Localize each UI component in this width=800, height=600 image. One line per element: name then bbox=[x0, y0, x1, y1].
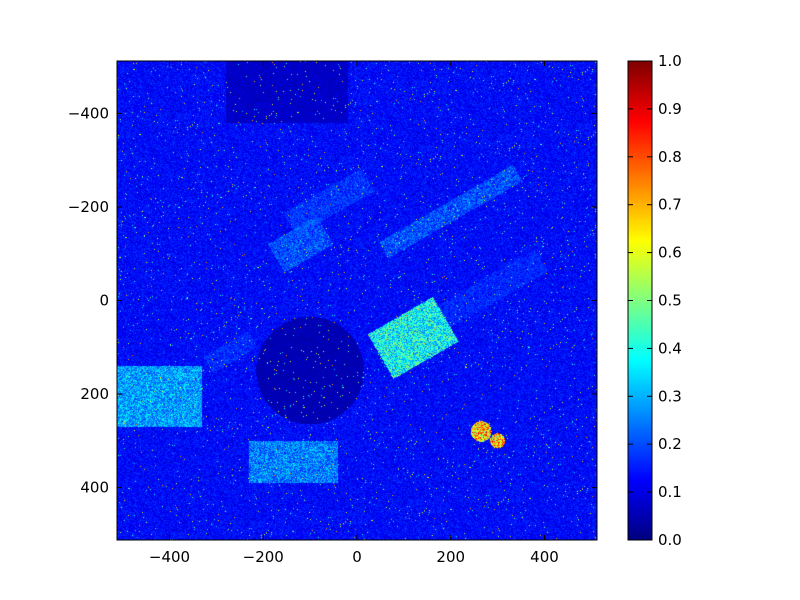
y-tick-label: 400 bbox=[80, 479, 109, 497]
colorbar-tick-label: 0.0 bbox=[658, 531, 682, 549]
colorbar-tick-label: 0.3 bbox=[658, 387, 682, 405]
colorbar-tick-label: 0.6 bbox=[658, 244, 682, 262]
plot-frame bbox=[116, 60, 598, 541]
y-axis: −400 −200 0 200 400 bbox=[68, 104, 597, 497]
colorbar-tick-label: 0.5 bbox=[658, 292, 682, 310]
colorbar-tick-label: 0.4 bbox=[658, 339, 682, 357]
x-tick-label: −400 bbox=[149, 548, 190, 566]
x-tick-label: 200 bbox=[436, 548, 465, 566]
colorbar-tick-label: 0.8 bbox=[658, 148, 682, 166]
x-tick-label: 400 bbox=[530, 548, 559, 566]
y-tick-label: −400 bbox=[68, 104, 109, 122]
x-tick-label: 0 bbox=[352, 548, 362, 566]
colorbar-tick-label: 0.1 bbox=[658, 483, 682, 501]
colorbar-tick-label: 0.2 bbox=[658, 435, 682, 453]
y-tick-label: −200 bbox=[68, 198, 109, 216]
y-tick-label: 200 bbox=[80, 385, 109, 403]
colorbar-tick-label: 0.9 bbox=[658, 100, 682, 118]
colorbar-axis: 0.0 0.1 0.2 0.3 0.4 0.5 0.6 0.7 0.8 0.9 1.0 bbox=[628, 52, 682, 549]
x-tick-label: −200 bbox=[243, 548, 284, 566]
colorbar-tick-label: 0.7 bbox=[658, 196, 682, 214]
colorbar-tick-label: 1.0 bbox=[658, 52, 682, 70]
x-axis: −400 −200 0 200 400 bbox=[149, 61, 559, 566]
heatmap-image bbox=[117, 61, 597, 540]
y-tick-label: 0 bbox=[99, 292, 109, 310]
